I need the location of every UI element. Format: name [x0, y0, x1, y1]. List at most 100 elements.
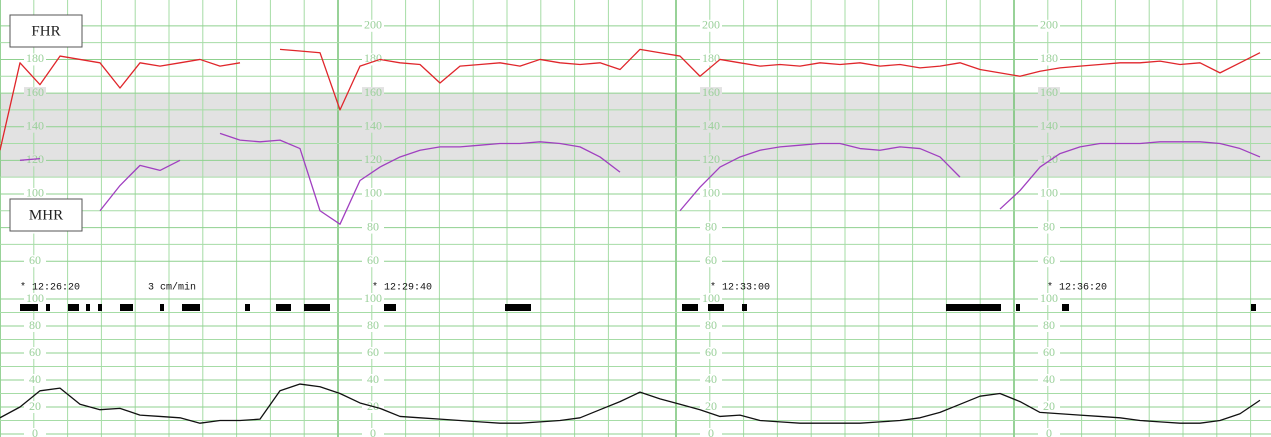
trace-line — [679, 142, 961, 212]
tick-label-bg — [700, 401, 722, 413]
y-tick-label: 160 — [1040, 85, 1058, 99]
movement-mark — [1062, 304, 1069, 311]
y-tick-label: 160 — [364, 85, 382, 99]
y-tick-label: 200 — [1040, 18, 1058, 32]
time-annotation: 3 cm/min — [148, 282, 196, 294]
tick-label-bg — [700, 19, 722, 32]
tick-label-bg — [24, 293, 46, 305]
tick-layer: 6060606080808080100100100100120120120120… — [24, 18, 1060, 437]
tick-label-bg — [362, 374, 384, 386]
y-tick-label: 120 — [364, 152, 382, 166]
y-tick-label: 0 — [370, 426, 376, 437]
y-tick-label: 100 — [702, 291, 720, 305]
tick-label-bg — [362, 347, 384, 359]
tick-label-bg — [1038, 187, 1060, 200]
y-tick-label: 100 — [364, 291, 382, 305]
movement-mark — [98, 304, 102, 311]
tick-label-bg — [24, 53, 46, 66]
y-tick-label: 120 — [1040, 152, 1058, 166]
tick-label-bg — [24, 320, 46, 332]
y-tick-label: 180 — [702, 51, 720, 65]
y-tick-label: 180 — [1040, 51, 1058, 65]
tick-label-bg — [24, 154, 46, 167]
movement-mark — [160, 304, 164, 311]
fhr-label-box: FHR — [9, 14, 83, 48]
mhr-label-box: MHR — [9, 198, 83, 232]
movement-mark — [276, 304, 291, 311]
band-layer — [0, 93, 1271, 178]
movement-mark — [384, 304, 396, 311]
y-tick-label: 140 — [364, 118, 382, 132]
tick-label-bg — [1038, 221, 1060, 234]
y-tick-label: 140 — [702, 118, 720, 132]
y-tick-label: 60 — [705, 253, 717, 267]
y-tick-label: 140 — [1040, 118, 1058, 132]
y-tick-label: 140 — [26, 118, 44, 132]
y-tick-label: 180 — [364, 51, 382, 65]
y-tick-label: 80 — [705, 219, 717, 233]
movement-mark — [86, 304, 90, 311]
y-tick-label: 160 — [702, 85, 720, 99]
movement-mark — [20, 304, 38, 311]
tick-label-bg — [700, 154, 722, 167]
movement-mark — [1016, 304, 1020, 311]
tick-label-bg — [700, 320, 722, 332]
trace-line — [0, 55, 241, 151]
y-tick-label: 160 — [26, 85, 44, 99]
movement-mark — [68, 304, 79, 311]
normal-band — [0, 93, 1271, 178]
y-tick-label: 40 — [705, 372, 717, 386]
series-label: FHR — [31, 23, 60, 39]
y-tick-label: 0 — [32, 426, 38, 437]
tick-label-bg — [1038, 347, 1060, 359]
tick-label-bg — [24, 428, 46, 437]
tick-label-bg — [1038, 401, 1060, 413]
y-tick-label: 60 — [29, 345, 41, 359]
movement-mark — [304, 304, 330, 311]
trace-line — [219, 132, 621, 225]
y-tick-label: 80 — [1043, 318, 1055, 332]
tick-label-bg — [1038, 255, 1060, 268]
y-tick-label: 80 — [367, 318, 379, 332]
y-tick-label: 60 — [705, 345, 717, 359]
time-annotation: * 12:26:20 — [20, 282, 80, 294]
movement-mark — [182, 304, 200, 311]
tick-label-bg — [24, 401, 46, 413]
y-tick-label: 20 — [29, 399, 41, 413]
trace-line — [99, 159, 181, 212]
label-box — [9, 14, 83, 48]
tick-label-bg — [362, 19, 384, 32]
y-tick-label: 180 — [26, 51, 44, 65]
y-tick-label: 40 — [1043, 372, 1055, 386]
y-tick-label: 20 — [367, 399, 379, 413]
time-annotation: * 12:36:20 — [1047, 282, 1107, 294]
tick-label-bg — [700, 374, 722, 386]
y-tick-label: 100 — [26, 186, 44, 200]
movement-mark — [946, 304, 1001, 311]
tick-label-bg — [362, 293, 384, 305]
y-tick-label: 20 — [1043, 399, 1055, 413]
tick-label-bg — [700, 347, 722, 359]
trace-line — [279, 48, 1261, 111]
tick-label-bg — [700, 87, 722, 100]
trace-line — [19, 157, 41, 161]
trace-line — [999, 141, 1261, 210]
movement-marks — [20, 304, 1256, 311]
y-tick-label: 60 — [1043, 253, 1055, 267]
tick-label-bg — [362, 120, 384, 133]
tick-label-bg — [700, 255, 722, 268]
tick-label-bg — [1038, 53, 1060, 66]
y-tick-label: 0 — [708, 426, 714, 437]
tick-label-bg — [700, 187, 722, 200]
tick-label-bg — [1038, 120, 1060, 133]
movement-mark — [505, 304, 531, 311]
tick-label-bg — [362, 320, 384, 332]
tick-label-bg — [700, 120, 722, 133]
y-tick-label: 80 — [1043, 219, 1055, 233]
y-tick-label: 100 — [702, 186, 720, 200]
time-annotation: * 12:33:00 — [710, 282, 770, 294]
y-tick-label: 60 — [367, 345, 379, 359]
y-tick-label: 80 — [705, 318, 717, 332]
tick-label-bg — [362, 87, 384, 100]
y-tick-label: 120 — [702, 152, 720, 166]
